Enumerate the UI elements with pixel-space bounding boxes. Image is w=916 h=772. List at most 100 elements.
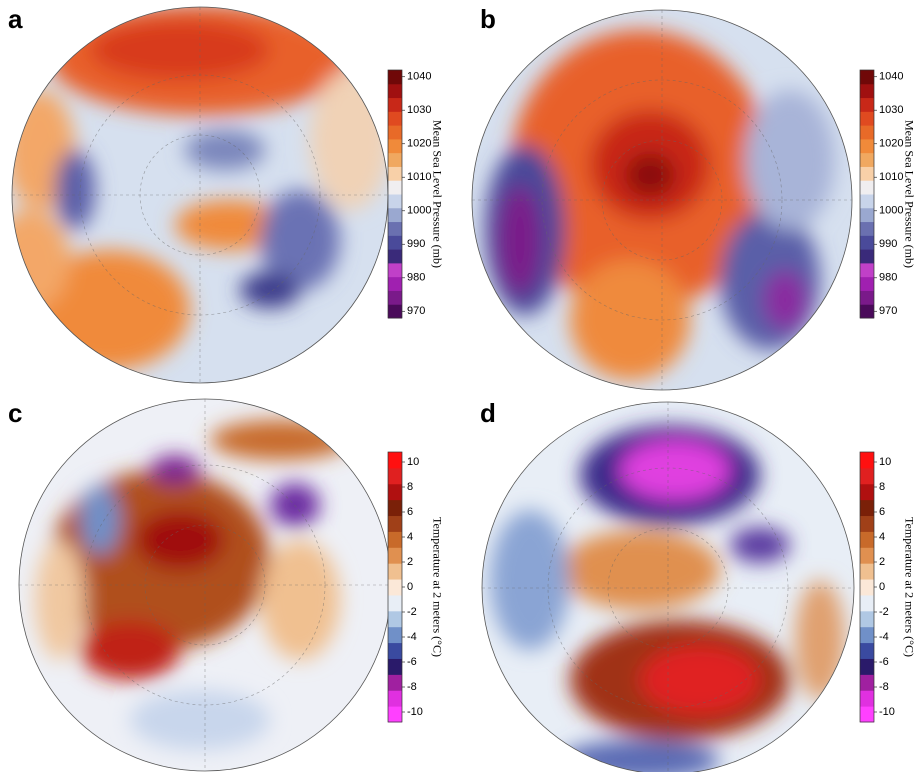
colorbar-segment — [860, 610, 874, 628]
colorbar-tick-label: 1020 — [407, 138, 431, 150]
colorbar-tick-label: 1010 — [407, 171, 431, 183]
colorbar-segment — [388, 180, 402, 195]
colorbar-tick-label: 2 — [407, 556, 413, 568]
colorbar-segment — [860, 221, 874, 236]
colorbar-segment — [860, 658, 874, 675]
colorbar-tick-label: 1030 — [407, 104, 431, 116]
colorbar-segment — [388, 276, 402, 291]
colorbar-segment — [388, 483, 402, 501]
colorbar-tick-label: -6 — [407, 656, 417, 668]
colorbar-segment — [388, 304, 402, 319]
colorbar-tick-label: 1040 — [879, 71, 903, 83]
colorbar-segment — [860, 180, 874, 195]
colorbar-title: Mean Sea Level Pressure (mb) — [430, 120, 444, 268]
colorbar-tick-label: 980 — [407, 272, 425, 284]
colorbar-segment — [860, 304, 874, 319]
map-c — [19, 399, 391, 771]
colorbar: -10 -8 -6 -4 -2 0 2 4 6 8 10 Temperature at 2 meter… — [387, 451, 444, 723]
colorbar-segment — [860, 166, 874, 181]
colorbar-segment — [388, 221, 402, 236]
colorbar-tick-label: -4 — [407, 631, 417, 643]
colorbar-segment — [388, 690, 402, 707]
colorbar-segment — [388, 515, 402, 532]
colorbar-segment — [388, 70, 402, 85]
colorbar-segment — [860, 499, 874, 517]
colorbar-segment — [860, 111, 874, 126]
colorbar-tick-label: -2 — [407, 606, 417, 618]
colorbar-segment — [388, 674, 402, 691]
colorbar-segment — [860, 515, 874, 532]
colorbar: 970 980 990 1000 1010 1020 1030 1040 Mean Sea Le… — [387, 69, 444, 319]
colorbar-tick-label: 8 — [879, 481, 885, 493]
colorbar-segment — [860, 262, 874, 278]
colorbar-title: Temperature at 2 meters (°C) — [902, 517, 916, 657]
colorbar-segment — [860, 626, 874, 644]
colorbar-tick-label: 1000 — [407, 205, 431, 217]
colorbar-tick-label: 970 — [407, 305, 425, 317]
colorbar-segment — [860, 467, 874, 485]
colorbar-segment — [388, 138, 402, 154]
colorbar-frame — [387, 69, 403, 319]
colorbar-tick-label: 8 — [407, 481, 413, 493]
colorbar-segment — [388, 610, 402, 628]
colorbar-tick-label: 980 — [879, 272, 897, 284]
colorbar-segment — [388, 563, 402, 580]
colorbar-segment — [388, 626, 402, 644]
colorbar-segment — [388, 594, 402, 612]
colorbar-tick-label: 1020 — [879, 138, 903, 150]
colorbar-segment — [860, 706, 874, 723]
colorbar-segment — [860, 563, 874, 580]
colorbar-title: Temperature at 2 meters (°C) — [430, 517, 444, 657]
colorbar-segment — [388, 290, 402, 305]
colorbar-tick-label: -2 — [879, 606, 889, 618]
colorbar-segment — [860, 674, 874, 691]
colorbar-segment — [388, 531, 402, 548]
colorbar-segment — [860, 290, 874, 305]
colorbar-segment — [388, 235, 402, 250]
colorbar-segment — [388, 452, 402, 469]
colorbar-segment — [388, 83, 402, 99]
colorbar-segment — [388, 658, 402, 675]
colorbar-segment — [860, 70, 874, 85]
colorbar-tick-label: 1040 — [407, 71, 431, 83]
colorbar-segment — [388, 97, 402, 112]
colorbar-tick-label: 990 — [879, 238, 897, 250]
colorbar-tick-label: 2 — [879, 556, 885, 568]
colorbar-tick-label: 1000 — [879, 205, 903, 217]
colorbar-tick-label: 6 — [879, 506, 885, 518]
panel-letter: a — [8, 4, 23, 34]
colorbar-tick-label: 6 — [407, 506, 413, 518]
colorbar-segment — [860, 579, 874, 596]
colorbar-tick-label: -10 — [879, 706, 895, 718]
map-d — [482, 402, 854, 772]
colorbar-tick-label: 1010 — [879, 171, 903, 183]
colorbar-segment — [860, 138, 874, 154]
colorbar-segment — [388, 642, 402, 659]
colorbar-segment — [388, 152, 402, 167]
colorbar-segment — [860, 452, 874, 469]
colorbar-segment — [388, 262, 402, 278]
colorbar-tick-label: 0 — [879, 581, 885, 593]
colorbar: 970 980 990 1000 1010 1020 1030 1040 Mean Sea Le… — [859, 69, 916, 319]
colorbar-tick-label: 970 — [879, 305, 897, 317]
colorbar-tick-label: 10 — [879, 456, 891, 468]
map-a — [12, 7, 388, 383]
panel-letter: b — [480, 4, 496, 34]
colorbar-segment — [860, 249, 874, 264]
colorbar-segment — [860, 235, 874, 250]
colorbar-segment — [388, 111, 402, 126]
colorbar-segment — [860, 97, 874, 112]
colorbar-tick-label: 4 — [879, 531, 885, 543]
colorbar-segment — [860, 194, 874, 209]
colorbar-segment — [388, 207, 402, 223]
colorbar-segment — [860, 531, 874, 548]
colorbar-segment — [388, 499, 402, 517]
colorbar-tick-label: 990 — [407, 238, 425, 250]
colorbar-segment — [860, 207, 874, 223]
colorbar-frame — [859, 69, 875, 319]
colorbar-tick-label: 4 — [407, 531, 413, 543]
colorbar-tick-label: -6 — [879, 656, 889, 668]
colorbar-segment — [388, 194, 402, 209]
colorbar-segment — [860, 547, 874, 564]
colorbar-segment — [388, 125, 402, 140]
